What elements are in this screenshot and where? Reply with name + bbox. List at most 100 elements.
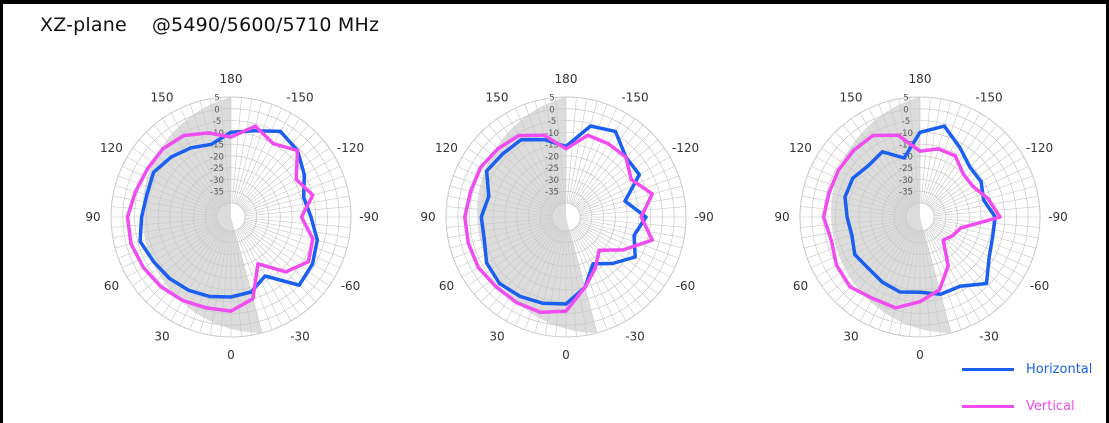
grid-spoke <box>574 124 644 207</box>
grid-spoke <box>138 139 221 209</box>
grid-spoke <box>578 166 675 212</box>
grid-spoke <box>244 185 347 214</box>
radial-tick-label: -35 <box>545 188 559 198</box>
grid-spoke <box>566 97 577 204</box>
grid-spoke <box>568 98 588 204</box>
grid-spoke <box>859 228 914 322</box>
grid-spoke <box>807 175 907 213</box>
grid-spoke <box>238 118 301 206</box>
angle-tick-label: 60 <box>439 279 454 293</box>
grid-spoke <box>244 175 344 213</box>
grid-spoke <box>189 230 227 330</box>
grid-spoke <box>923 101 952 204</box>
grid-spoke <box>170 112 225 206</box>
grid-spoke <box>842 227 912 310</box>
grid-spoke <box>496 118 559 206</box>
grid-spoke <box>236 108 282 205</box>
grid-spoke <box>933 221 1033 259</box>
grid-spoke <box>126 156 220 211</box>
grid-spoke <box>923 230 952 333</box>
grid-spoke <box>480 131 557 208</box>
grid-spoke <box>447 195 553 215</box>
radial-tick-label: -20 <box>210 152 224 162</box>
grid-spoke <box>199 101 228 204</box>
grid-spoke <box>488 124 558 207</box>
grid-spoke <box>579 220 682 249</box>
radial-tick-label: -30 <box>545 176 559 186</box>
grid-spoke <box>579 185 682 214</box>
radial-tick-label: -25 <box>210 164 224 174</box>
grid-spoke <box>811 222 908 268</box>
grid-spoke <box>233 98 253 204</box>
grid-spoke <box>827 225 910 295</box>
angle-tick-label: -90 <box>694 210 714 224</box>
angle-tick-label: -90 <box>359 210 379 224</box>
grid-spoke <box>888 230 917 333</box>
grid-spoke <box>931 223 1025 278</box>
grid-spoke <box>244 217 351 228</box>
grid-spoke <box>933 219 1039 239</box>
radial-tick-label: -35 <box>210 188 224 198</box>
angle-tick-label: -120 <box>1026 141 1053 155</box>
angle-tick-label: -30 <box>979 330 999 344</box>
grid-spoke <box>927 228 990 316</box>
grid-spoke <box>571 108 617 205</box>
grid-spoke <box>515 108 561 205</box>
grid-spoke <box>473 139 556 209</box>
grid-spoke <box>240 131 317 208</box>
grid-spoke <box>577 156 671 211</box>
grid-spoke <box>170 228 225 322</box>
angle-tick-label: -90 <box>1048 210 1068 224</box>
grid-spoke <box>572 228 627 322</box>
grid-spoke <box>244 220 347 249</box>
grid-spoke <box>579 217 686 228</box>
polar-chart-1: 1801501209060300-30-60-90-120-15050-5-10… <box>420 72 713 362</box>
polar-chart-2: 1801501209060300-30-60-90-120-15050-5-10… <box>774 72 1067 362</box>
grid-spoke <box>242 156 336 211</box>
grid-spoke <box>480 226 557 303</box>
grid-spoke <box>920 230 931 337</box>
grid-spoke <box>153 124 223 207</box>
radial-tick-label: -20 <box>545 152 559 162</box>
angle-tick-label: 60 <box>104 279 119 293</box>
series-line-vertical <box>125 124 315 313</box>
grid-spoke <box>243 222 340 268</box>
grid-spoke <box>928 227 998 310</box>
angle-tick-label: 0 <box>916 348 924 362</box>
grid-spoke <box>933 217 1040 228</box>
grid-spoke <box>241 225 324 295</box>
grid-spoke <box>199 230 228 333</box>
grid-spoke <box>575 131 652 208</box>
grid-spoke <box>446 206 553 217</box>
series-line-horizontal <box>479 124 648 306</box>
angle-tick-label: 30 <box>154 330 169 344</box>
grid-spoke <box>524 230 562 330</box>
grid-spoke <box>240 226 317 303</box>
grid-spoke <box>534 101 563 204</box>
grid-spoke <box>574 227 644 310</box>
grid-spoke <box>180 229 226 326</box>
grid-spoke <box>815 156 909 211</box>
angle-tick-label: 30 <box>843 330 858 344</box>
grid-spoke <box>931 147 1019 210</box>
grid-spoke <box>566 230 577 337</box>
grid-spoke <box>505 228 560 322</box>
grid-spoke <box>488 227 558 310</box>
grid-spoke <box>235 104 273 204</box>
grid-spoke <box>161 118 224 206</box>
grid-spoke <box>189 104 227 204</box>
grid-spoke <box>929 131 1006 208</box>
grid-spoke <box>572 112 627 206</box>
grid-spoke <box>932 222 1029 268</box>
grid-spoke <box>446 217 553 228</box>
grid-spoke <box>573 118 636 206</box>
angle-tick-label: 0 <box>227 348 235 362</box>
grid-spoke <box>930 139 1013 209</box>
radial-tick-label: -15 <box>210 141 224 151</box>
grid-spoke <box>231 230 242 337</box>
grid-spoke <box>926 228 981 322</box>
grid-spoke <box>145 131 222 208</box>
grid-spoke <box>122 166 219 212</box>
